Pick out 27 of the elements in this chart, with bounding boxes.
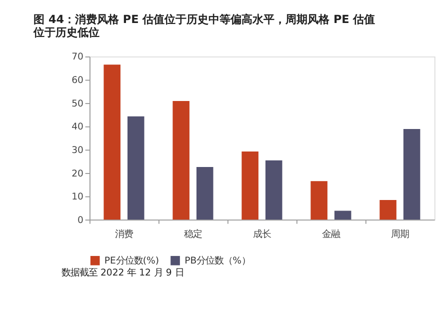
y-tick-label: 40 (72, 122, 84, 133)
x-tick-label: 周期 (390, 228, 409, 240)
y-tick-label: 30 (72, 144, 84, 156)
chart-title: 图 44：消费风格 PE 估值位于历史中等偏高水平，周期风格 PE 估值位于历史低位 (32, 12, 376, 39)
legend-label: PE分位数(%) (104, 255, 160, 266)
bar (127, 116, 144, 220)
y-tick-label: 50 (72, 98, 84, 110)
y-tick-label: 0 (77, 214, 84, 226)
legend-label: PB分位数（%） (184, 255, 250, 266)
x-tick-label: 成长 (252, 228, 271, 240)
bar (334, 210, 352, 220)
bar (310, 181, 328, 220)
x-tick-label: 金融 (322, 228, 340, 240)
y-tick-label: 70 (72, 52, 84, 63)
bar (242, 152, 258, 220)
bar (265, 160, 282, 220)
bar (380, 200, 396, 220)
x-tick-label: 稳定 (184, 228, 202, 240)
y-tick-label: 60 (72, 75, 84, 86)
x-tick-label: 消费 (114, 228, 133, 240)
bar (172, 100, 190, 220)
y-tick-label: 20 (72, 168, 84, 180)
bar (104, 64, 120, 220)
bar (403, 128, 420, 220)
bar (196, 166, 214, 220)
text: 数据截至 2022 年 12 月 9 日 (62, 268, 184, 279)
y-tick-label: 10 (72, 192, 84, 203)
